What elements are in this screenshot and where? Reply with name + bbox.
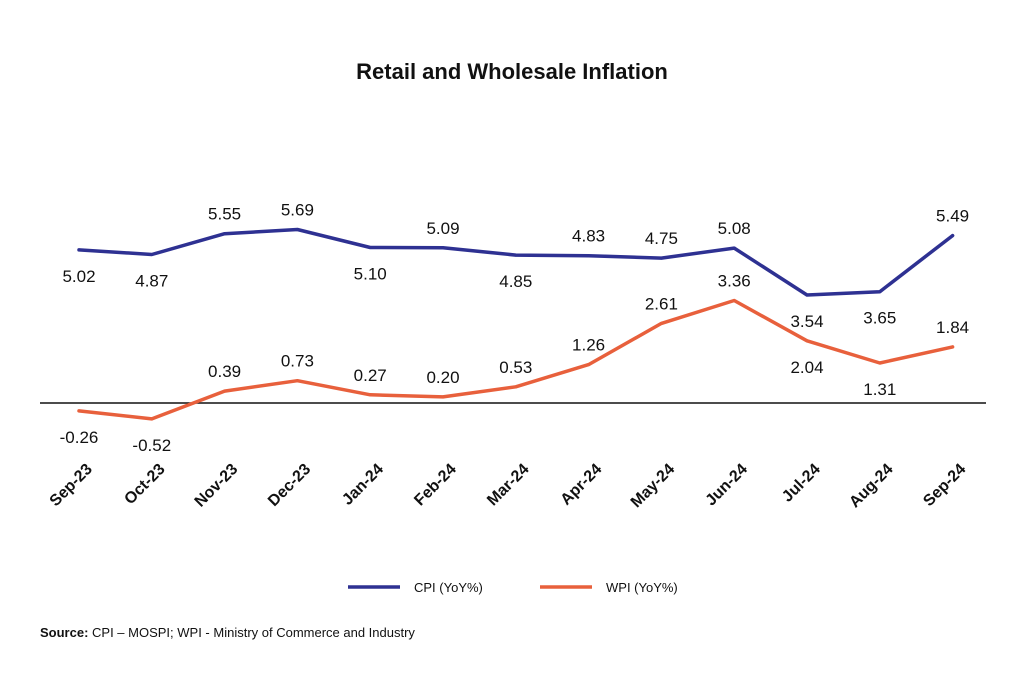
data-label: 1.84 [936, 318, 969, 337]
data-label: 4.75 [645, 229, 678, 248]
data-label: 5.55 [208, 205, 241, 224]
data-label: 5.02 [62, 267, 95, 286]
data-point [150, 252, 154, 256]
data-point [951, 345, 955, 349]
data-label: -0.52 [132, 436, 171, 455]
x-tick-label: Nov-23 [192, 461, 242, 511]
data-label: 3.36 [718, 272, 751, 291]
x-tick-label: Dec-23 [265, 461, 314, 510]
data-label: 0.39 [208, 362, 241, 381]
source-text: CPI – MOSPI; WPI - Ministry of Commerce … [88, 625, 415, 640]
data-label: 1.31 [863, 380, 896, 399]
data-label: 1.26 [572, 336, 605, 355]
data-point [878, 361, 882, 365]
data-label: 5.49 [936, 207, 969, 226]
source-note: Source: CPI – MOSPI; WPI - Ministry of C… [40, 625, 415, 640]
data-point [295, 227, 299, 231]
data-point [878, 290, 882, 294]
data-point [223, 232, 227, 236]
data-point [441, 395, 445, 399]
data-label: 3.65 [863, 309, 896, 328]
data-point [659, 256, 663, 260]
data-label: -0.26 [60, 428, 99, 447]
data-point [732, 246, 736, 250]
data-point [368, 393, 372, 397]
source-label: Source: [40, 625, 89, 640]
series-0: 5.02 4.87 5.55 5.69 5.10 5.09 4.85 4.83 4.75 5.08… [62, 200, 969, 331]
x-tick-label: Feb-24 [411, 461, 460, 510]
data-point [77, 248, 81, 252]
data-point [514, 253, 518, 257]
x-tick-label: Apr-24 [558, 461, 606, 509]
data-point [77, 409, 81, 413]
x-tick-label: Sep-23 [47, 461, 96, 510]
legend: CPI (YoY%) WPI (YoY%) [348, 580, 678, 595]
data-point [223, 389, 227, 393]
legend-label-1: WPI (YoY%) [606, 580, 678, 595]
data-point [659, 321, 663, 325]
data-point [732, 299, 736, 303]
data-label: 0.20 [426, 368, 459, 387]
x-axis-tick-labels: Sep-23 Oct-23 Nov-23 Dec-23 Jan-24 Feb-24 Mar-… [47, 461, 970, 511]
data-label: 2.61 [645, 294, 678, 313]
data-label: 4.85 [499, 272, 532, 291]
data-label: 0.27 [354, 366, 387, 385]
data-point [295, 379, 299, 383]
data-point [150, 417, 154, 421]
data-label: 4.87 [135, 271, 168, 290]
chart-title: Retail and Wholesale Inflation [356, 59, 668, 84]
data-label: 3.54 [790, 312, 823, 331]
x-tick-label: Aug-24 [846, 461, 896, 511]
data-point [514, 385, 518, 389]
data-point [441, 246, 445, 250]
data-label: 0.53 [499, 358, 532, 377]
data-point [368, 245, 372, 249]
data-label: 5.08 [718, 219, 751, 238]
x-tick-label: Jan-24 [339, 461, 387, 509]
x-tick-label: Sep-24 [920, 461, 969, 510]
x-tick-label: Jul-24 [779, 461, 824, 506]
data-point [805, 339, 809, 343]
data-label: 5.10 [354, 264, 387, 283]
data-point [805, 293, 809, 297]
x-tick-label: Mar-24 [484, 461, 533, 510]
data-label: 5.09 [426, 219, 459, 238]
data-point [951, 234, 955, 238]
x-tick-label: Oct-23 [121, 461, 168, 508]
data-label: 2.04 [790, 358, 823, 377]
x-tick-label: May-24 [628, 461, 678, 511]
data-point [587, 254, 591, 258]
legend-label-0: CPI (YoY%) [414, 580, 483, 595]
data-label: 5.69 [281, 200, 314, 219]
data-label: 0.73 [281, 352, 314, 371]
series-1: -0.26 -0.52 0.39 0.73 0.27 0.20 0.53 1.26 2.61 3.… [60, 272, 970, 455]
series-layer: 5.02 4.87 5.55 5.69 5.10 5.09 4.85 4.83 4.75 5.08… [60, 200, 970, 454]
data-point [587, 363, 591, 367]
data-label: 4.83 [572, 227, 605, 246]
x-tick-label: Jun-24 [703, 461, 752, 510]
